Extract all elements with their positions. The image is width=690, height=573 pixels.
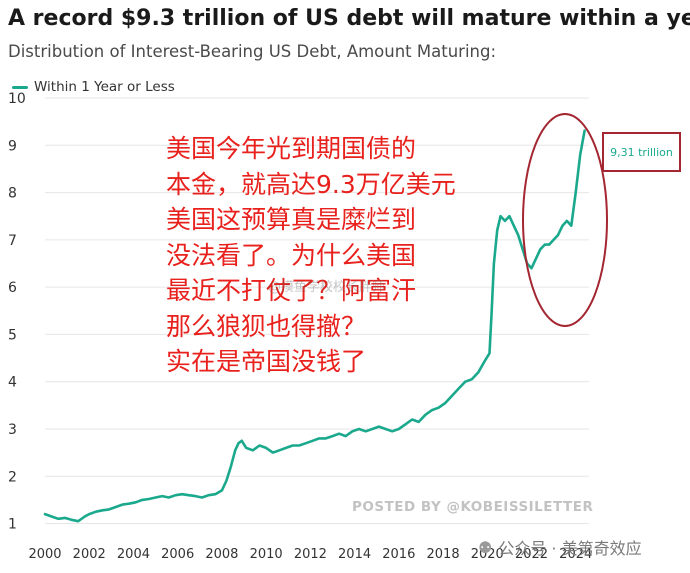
commentary-line: 没法看了。为什么美国 — [166, 240, 417, 270]
legend: Within 1 Year or Less — [12, 79, 175, 95]
commentary-line: 美国这预算真是糜烂到 — [166, 205, 417, 234]
commentary-line: 美国今年光到期国债的 — [166, 134, 417, 163]
chinese-commentary: 美国今年光到期国债的本金，就高达9.3万亿美元 美国这预算真是糜烂到 没法看了。为什… — [166, 131, 456, 380]
y-tick-label: 3 — [8, 422, 17, 438]
y-tick-label: 4 — [8, 375, 17, 391]
y-tick-label: 1 — [8, 517, 17, 533]
chart-title: A record $9.3 trillion of US debt will m… — [8, 6, 690, 31]
annotation-label: 9,31 trillion — [610, 146, 673, 159]
x-tick-label: 2012 — [294, 547, 327, 562]
x-tick-label: 2022 — [515, 547, 548, 562]
x-tick-label: 2008 — [205, 547, 238, 562]
x-tick-label: 2006 — [161, 547, 194, 562]
watermark-posted-by: POSTED BY @KOBEISSILETTER — [352, 499, 594, 515]
y-tick-label: 7 — [8, 233, 17, 249]
y-tick-label: 6 — [8, 280, 17, 296]
legend-label: Within 1 Year or Less — [34, 79, 175, 95]
watermark-wechat: ⚉ 公众号 · 美第奇效应 — [478, 535, 642, 559]
x-tick-label: 2004 — [117, 547, 150, 562]
annotation-box — [602, 132, 681, 172]
x-tick-label: 2020 — [471, 547, 504, 562]
x-tick-label: 2014 — [338, 547, 371, 562]
y-tick-label: 5 — [8, 327, 17, 343]
legend-swatch — [12, 85, 28, 89]
series-line — [43, 129, 586, 523]
x-tick-label: 2000 — [28, 547, 61, 562]
x-tick-label: 2024 — [559, 547, 592, 562]
commentary-line: 那么狼狈也得撤？ — [166, 311, 367, 341]
commentary-line: 本金，就高达9.3万亿美元 — [166, 169, 456, 199]
y-tick-label: 10 — [8, 91, 26, 107]
wechat-label: 公众号 · 美第奇效应 — [498, 539, 642, 558]
x-tick-label: 2002 — [73, 547, 106, 562]
highlight-ellipse — [522, 113, 608, 327]
commentary-line: 最近不打仗了？阿富汗 — [166, 276, 417, 305]
commentary-line: 实在是帝国没钱了 — [166, 347, 367, 376]
x-tick-label: 2016 — [382, 547, 415, 562]
y-tick-label: 2 — [8, 469, 17, 485]
y-tick-label: 8 — [8, 186, 17, 202]
watermark-weibo: @摸鱼学校校长胖师 — [268, 280, 386, 295]
chart-subtitle: Distribution of Interest-Bearing US Debt… — [8, 42, 497, 61]
wechat-icon: ⚉ — [478, 537, 493, 557]
y-tick-label: 9 — [8, 138, 17, 154]
x-tick-label: 2018 — [427, 547, 460, 562]
x-tick-label: 2010 — [250, 547, 283, 562]
